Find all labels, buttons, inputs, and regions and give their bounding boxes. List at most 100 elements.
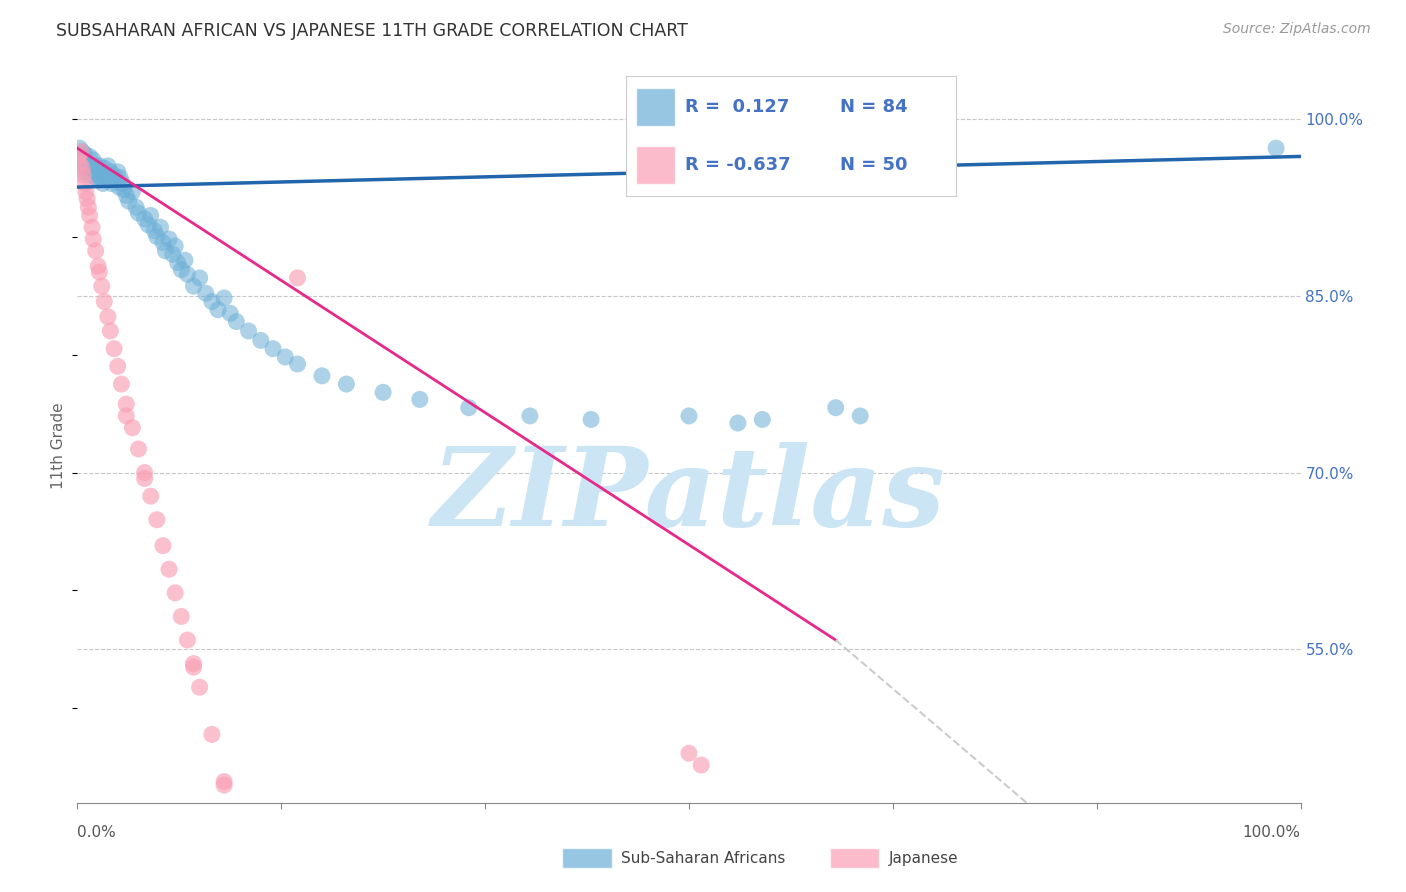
Point [90, 279, 112, 293]
Point [579, 412, 602, 426]
Point [139, 489, 162, 503]
Point [146, 229, 169, 244]
Point [225, 314, 247, 328]
Text: Japanese: Japanese [889, 851, 959, 865]
Point [166, 255, 188, 269]
Point [100, 177, 122, 191]
Text: N = 50: N = 50 [841, 156, 908, 174]
Point [157, 562, 180, 576]
Point [274, 350, 297, 364]
Text: Source: ZipAtlas.com: Source: ZipAtlas.com [1223, 22, 1371, 37]
Point [519, 409, 541, 423]
Point [238, 869, 260, 883]
Point [287, 271, 309, 285]
Point [128, 206, 150, 220]
Point [112, 182, 135, 196]
Point [170, 609, 193, 624]
Point [118, 194, 141, 209]
Point [143, 224, 166, 238]
Point [93, 294, 115, 309]
Point [225, 822, 247, 836]
Point [176, 268, 198, 282]
Point [219, 306, 242, 320]
Point [201, 294, 224, 309]
Point [149, 220, 172, 235]
Point [727, 416, 749, 430]
Point [69, 141, 91, 155]
Text: R =  0.127: R = 0.127 [685, 98, 790, 116]
Point [97, 310, 120, 324]
Point [94, 169, 117, 183]
Point [108, 180, 131, 194]
Point [128, 442, 150, 456]
Text: Sub-Saharan Africans: Sub-Saharan Africans [621, 851, 786, 865]
Point [104, 173, 127, 187]
Point [371, 385, 394, 400]
Point [87, 173, 110, 187]
Point [108, 170, 131, 185]
Point [72, 169, 94, 183]
Point [311, 368, 333, 383]
Point [69, 156, 91, 170]
Point [134, 211, 156, 226]
Point [121, 421, 143, 435]
Point [77, 165, 100, 179]
Point [678, 746, 700, 760]
Point [75, 185, 97, 199]
Point [262, 342, 284, 356]
Point [139, 208, 162, 222]
Point [183, 660, 205, 674]
Point [111, 177, 134, 191]
Point [107, 359, 129, 374]
Point [152, 539, 174, 553]
Text: 100.0%: 100.0% [1243, 825, 1301, 840]
Point [457, 401, 479, 415]
Point [134, 466, 156, 480]
Bar [636, 145, 675, 185]
Point [678, 409, 700, 423]
Point [165, 586, 187, 600]
Point [107, 165, 129, 179]
Point [152, 235, 174, 250]
Point [73, 147, 96, 161]
Y-axis label: 11th Grade: 11th Grade [51, 402, 66, 490]
Point [80, 161, 103, 176]
Point [207, 302, 229, 317]
Point [121, 185, 143, 199]
Point [76, 192, 98, 206]
Point [75, 161, 97, 176]
Point [70, 145, 93, 159]
Point [98, 324, 121, 338]
Point [155, 244, 177, 258]
Point [79, 149, 101, 163]
Point [287, 357, 309, 371]
Point [170, 262, 193, 277]
Point [91, 177, 114, 191]
Point [67, 149, 90, 163]
Point [77, 200, 100, 214]
Point [70, 159, 93, 173]
Point [76, 156, 98, 170]
Point [174, 253, 197, 268]
Point [84, 159, 107, 173]
Point [84, 170, 107, 185]
Point [115, 409, 138, 423]
Text: SUBSAHARAN AFRICAN VS JAPANESE 11TH GRADE CORRELATION CHART: SUBSAHARAN AFRICAN VS JAPANESE 11TH GRAD… [56, 22, 688, 40]
Point [201, 727, 224, 741]
Point [212, 291, 235, 305]
Point [98, 173, 121, 187]
Point [250, 334, 273, 348]
Point [82, 153, 104, 167]
Point [690, 758, 713, 772]
Text: R = -0.637: R = -0.637 [685, 156, 790, 174]
Point [80, 159, 103, 173]
Point [82, 232, 104, 246]
Point [80, 220, 103, 235]
Point [824, 401, 846, 415]
Point [849, 409, 872, 423]
Point [176, 633, 198, 648]
Point [115, 188, 138, 202]
Point [89, 159, 111, 173]
Point [97, 159, 120, 173]
Point [188, 271, 211, 285]
